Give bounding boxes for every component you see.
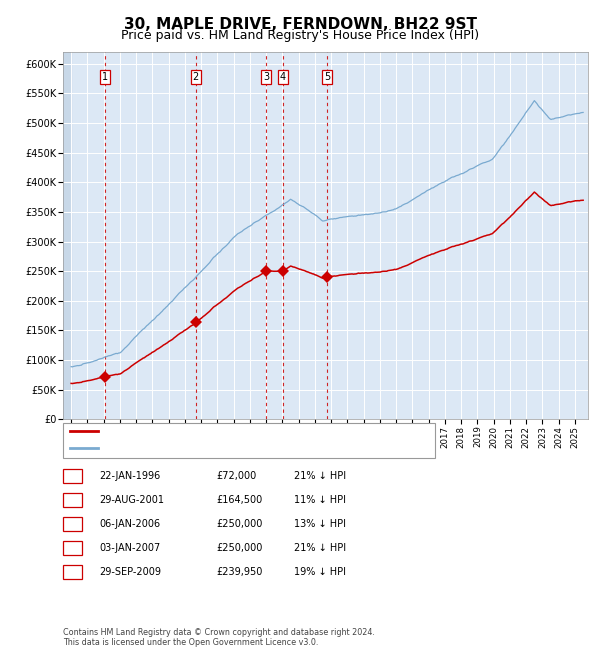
Text: 29-AUG-2001: 29-AUG-2001 — [99, 495, 164, 505]
Text: 1: 1 — [70, 471, 76, 481]
Text: 21% ↓ HPI: 21% ↓ HPI — [294, 543, 346, 553]
Text: 3: 3 — [263, 72, 269, 82]
Text: 5: 5 — [70, 567, 76, 577]
Text: £72,000: £72,000 — [216, 471, 256, 481]
Text: 4: 4 — [280, 72, 286, 82]
Text: 03-JAN-2007: 03-JAN-2007 — [99, 543, 160, 553]
Text: £250,000: £250,000 — [216, 519, 262, 529]
Text: 13% ↓ HPI: 13% ↓ HPI — [294, 519, 346, 529]
Text: Price paid vs. HM Land Registry's House Price Index (HPI): Price paid vs. HM Land Registry's House … — [121, 29, 479, 42]
Text: £164,500: £164,500 — [216, 495, 262, 505]
Text: £239,950: £239,950 — [216, 567, 262, 577]
Text: 2: 2 — [70, 495, 76, 505]
Text: 4: 4 — [70, 543, 76, 553]
Text: Contains HM Land Registry data © Crown copyright and database right 2024.
This d: Contains HM Land Registry data © Crown c… — [63, 628, 375, 647]
Text: HPI: Average price, detached house, Dorset: HPI: Average price, detached house, Dors… — [102, 443, 316, 453]
Text: 06-JAN-2006: 06-JAN-2006 — [99, 519, 160, 529]
Text: 11% ↓ HPI: 11% ↓ HPI — [294, 495, 346, 505]
Text: £250,000: £250,000 — [216, 543, 262, 553]
Text: 19% ↓ HPI: 19% ↓ HPI — [294, 567, 346, 577]
Text: 29-SEP-2009: 29-SEP-2009 — [99, 567, 161, 577]
Text: 1: 1 — [101, 72, 107, 82]
Text: 2: 2 — [193, 72, 199, 82]
Text: 22-JAN-1996: 22-JAN-1996 — [99, 471, 160, 481]
Text: 30, MAPLE DRIVE, FERNDOWN, BH22 9ST: 30, MAPLE DRIVE, FERNDOWN, BH22 9ST — [124, 17, 476, 32]
Text: 30, MAPLE DRIVE, FERNDOWN, BH22 9ST (detached house): 30, MAPLE DRIVE, FERNDOWN, BH22 9ST (det… — [102, 426, 394, 436]
Text: 5: 5 — [324, 72, 330, 82]
Text: 3: 3 — [70, 519, 76, 529]
Text: 21% ↓ HPI: 21% ↓ HPI — [294, 471, 346, 481]
